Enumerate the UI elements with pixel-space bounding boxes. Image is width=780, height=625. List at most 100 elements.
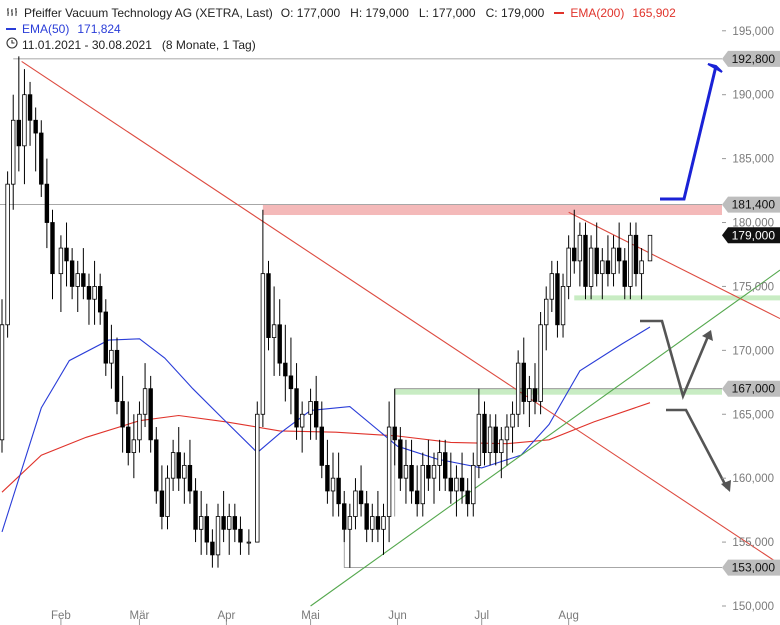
period-detail: (8 Monate, 1 Tag) (161, 38, 256, 52)
price-level-label: 181,400 (732, 198, 776, 212)
price-level-box (722, 50, 780, 67)
x-tick-label: Apr (217, 610, 235, 622)
candle-body (594, 247, 599, 275)
candle-body (204, 516, 209, 543)
candle-body (532, 388, 538, 402)
ema200-swatch (554, 12, 565, 14)
candle-body (437, 452, 442, 466)
x-tick-label: Jul (474, 610, 489, 622)
candle-body (647, 234, 653, 262)
candle-body (499, 439, 504, 454)
legend-title-row: Pfeiffer Vacuum Technology AG (XETRA, La… (6, 5, 676, 21)
price-level-box (722, 380, 780, 397)
candle-body (103, 311, 108, 364)
candle-body (11, 119, 16, 185)
candle-body (347, 516, 353, 530)
ema50-label: EMA(50) (22, 22, 70, 36)
candle-body (616, 247, 622, 262)
candle-body (342, 503, 347, 530)
candle-body (22, 94, 27, 147)
trendline-downtrend (21, 61, 780, 565)
arrow-up-scenario (660, 65, 718, 201)
arrow-up-head (707, 63, 723, 73)
candle-body (611, 247, 616, 275)
candle-body (521, 362, 526, 402)
candle-body (232, 516, 238, 530)
candle-body (137, 413, 142, 441)
x-tick-label: Aug (558, 610, 578, 622)
candle-body (16, 119, 22, 147)
date-range: 11.01.2021 - 30.08.2021 (22, 38, 152, 52)
legend-period-row: 11.01.2021 - 30.08.2021 (8 Monate, 1 Tag… (6, 37, 676, 53)
y-tick-label: 185,000 (732, 154, 774, 166)
candle-body (50, 222, 55, 275)
candle-body (398, 439, 403, 479)
candle-body (577, 234, 583, 262)
candle-body (5, 183, 10, 326)
support-zone-upper (574, 295, 780, 301)
candle-body (154, 439, 159, 492)
candle-body (515, 362, 521, 415)
ema50-swatch (6, 28, 16, 30)
candle-body (215, 516, 221, 556)
price-level-box (722, 227, 780, 244)
candle-body (131, 439, 137, 454)
candle-body (92, 286, 97, 300)
candle-body (588, 247, 594, 287)
candle-body (504, 426, 510, 441)
candle-body (555, 273, 560, 326)
candle-body (148, 388, 153, 441)
x-tick-label: Mai (301, 610, 320, 622)
candle-body (538, 324, 543, 402)
candle-body (330, 477, 336, 492)
candle-body (431, 464, 437, 479)
candle-body (572, 247, 577, 262)
candle-body (325, 464, 330, 492)
candle-body (358, 490, 364, 505)
x-tick-label: Mär (130, 610, 150, 622)
trendline-downtrend-short (568, 211, 780, 320)
candle-body (299, 413, 305, 428)
candle-body (482, 413, 487, 454)
candle-body (487, 426, 493, 454)
candle-body (283, 362, 288, 377)
candle-body (375, 516, 381, 530)
price-level-label: 167,000 (732, 382, 776, 396)
candle-body (182, 464, 187, 479)
candle-body (238, 528, 243, 543)
candle-body (476, 413, 482, 466)
candle-body (448, 477, 454, 492)
y-tick-label: 180,000 (732, 218, 774, 230)
candle-body (454, 477, 459, 492)
candle-body (271, 324, 277, 338)
candle-body (353, 490, 358, 517)
candle-body (210, 541, 215, 556)
candle-body (260, 273, 266, 415)
candle-body (288, 375, 294, 390)
y-tick-label: 170,000 (732, 345, 774, 357)
candle-body (313, 401, 319, 428)
chart-title: Pfeiffer Vacuum Technology AG (XETRA, La… (24, 6, 273, 20)
candle-body (86, 286, 92, 300)
ema200-value: 165,902 (632, 6, 676, 20)
candle-body (420, 464, 425, 505)
ema200-label: EMA(200) (570, 6, 625, 20)
candle-body (639, 260, 644, 275)
candle-body (255, 413, 260, 543)
trendline-uptrend (310, 269, 780, 607)
arrow-down-head (721, 480, 731, 492)
candle-body (403, 464, 409, 479)
candle-body (583, 234, 588, 287)
candle-body (120, 401, 125, 428)
candle-body (510, 413, 515, 428)
candle-body (370, 516, 375, 530)
candle-body (471, 464, 476, 505)
candles-group (0, 56, 653, 568)
chart-legend: Pfeiffer Vacuum Technology AG (XETRA, La… (6, 5, 676, 53)
candle-body (27, 94, 33, 121)
candle-body (386, 426, 392, 517)
candle-body (109, 349, 114, 364)
x-tick-label: Feb (51, 610, 71, 622)
candle-body (221, 516, 226, 530)
